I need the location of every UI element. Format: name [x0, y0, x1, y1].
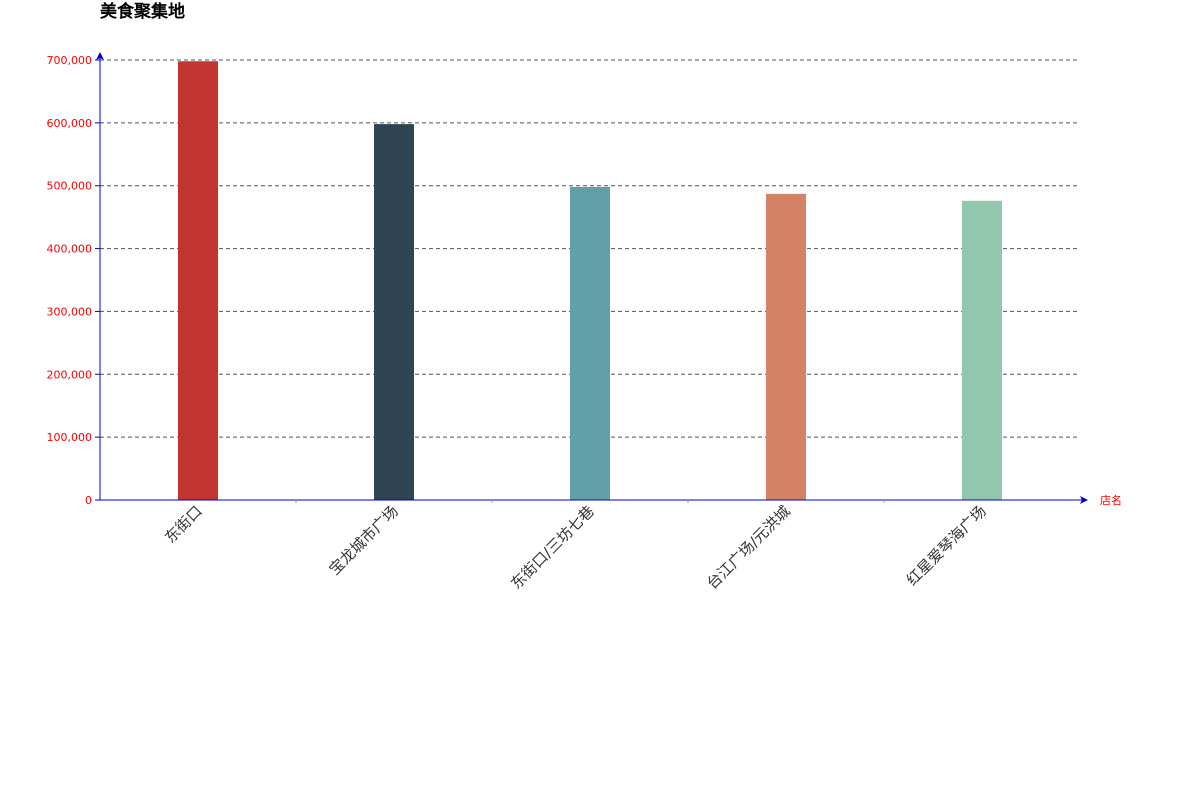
- y-tick-label: 700,000: [47, 54, 93, 67]
- bar: [570, 186, 610, 500]
- bar: [962, 200, 1002, 501]
- y-tick-label: 200,000: [47, 368, 93, 381]
- x-tick-label: 宝龙城市广场: [325, 502, 401, 578]
- axes: [95, 52, 1088, 504]
- x-tick-label: 台江广场/元洪城: [703, 502, 794, 593]
- x-tick-label: 东街口: [161, 502, 206, 547]
- bar: [766, 193, 806, 500]
- x-axis-name: 店名: [1100, 493, 1122, 507]
- x-tick-label: 红星爱琴海广场: [903, 502, 990, 589]
- bar: [178, 61, 218, 500]
- y-tick-label: 400,000: [47, 243, 93, 256]
- y-tick-label: 100,000: [47, 431, 93, 444]
- bars: [178, 61, 1002, 501]
- y-axis-arrow: [96, 52, 104, 60]
- y-tick-label: 0: [85, 494, 92, 507]
- y-tick-label: 300,000: [47, 305, 93, 318]
- bar: [374, 124, 414, 500]
- y-tick-label: 600,000: [47, 117, 93, 130]
- x-tick-label: 东街口/三坊七巷: [507, 502, 598, 593]
- chart-title: 美食聚集地: [100, 2, 185, 22]
- y-tick-label: 500,000: [47, 180, 93, 193]
- x-axis-arrow: [1080, 496, 1088, 504]
